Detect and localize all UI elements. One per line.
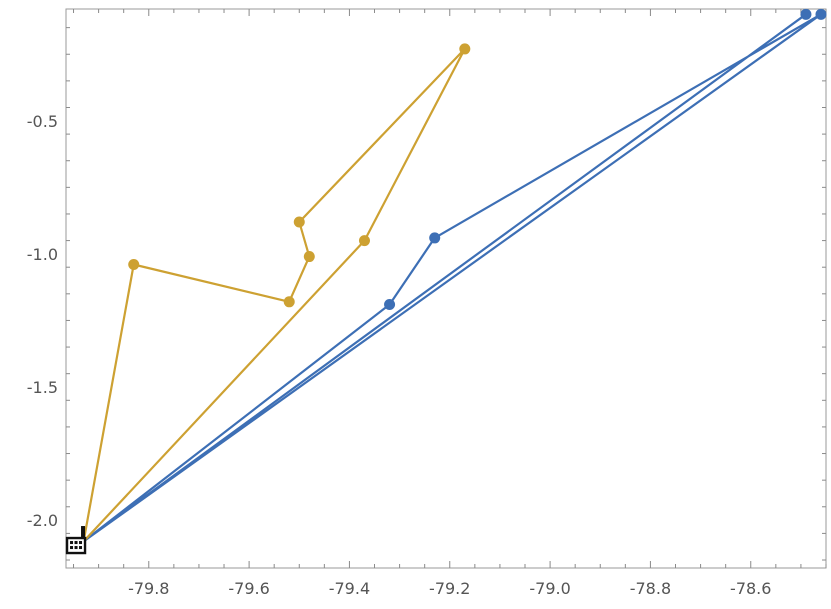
- building-icon: [65, 526, 87, 555]
- plot-frame: [65, 8, 827, 569]
- series-2-point: [358, 235, 370, 247]
- series-layer: [82, 13, 823, 543]
- x-tick-label: -79.8: [128, 579, 169, 598]
- series-1-point: [800, 8, 812, 20]
- x-tick-label: -78.6: [730, 579, 771, 598]
- series-line-2: [82, 47, 466, 543]
- y-tick-label: -2.0: [27, 511, 58, 530]
- building-window: [74, 546, 78, 550]
- building-window: [74, 541, 78, 545]
- axis-ticks: -79.8 -79.6 -79.4 -79.2 -79.0 -78.8 -78.6 -0.5 -…: [27, 9, 827, 598]
- y-tick-label: -1.0: [27, 245, 58, 264]
- depot-layer: [65, 526, 87, 555]
- building-window: [70, 546, 74, 550]
- series-2-point: [283, 296, 295, 308]
- building-body: [65, 536, 87, 555]
- y-tick-label: -1.5: [27, 378, 58, 397]
- series-2-point: [459, 43, 471, 55]
- series-1-point: [815, 8, 827, 20]
- series-2-point: [293, 216, 305, 228]
- x-tick-label: -79.2: [429, 579, 470, 598]
- x-tick-label: -79.0: [529, 579, 570, 598]
- series-line-1: [82, 13, 823, 543]
- y-tick-label: -0.5: [27, 112, 58, 131]
- series-1-point: [429, 232, 441, 244]
- x-tick-label: -79.6: [228, 579, 269, 598]
- building-window: [70, 541, 74, 545]
- building-chimney: [81, 526, 86, 540]
- x-tick-label: -78.8: [630, 579, 671, 598]
- series-2-point: [128, 259, 140, 271]
- series-2-point: [303, 251, 315, 263]
- x-tick-label: -79.4: [329, 579, 370, 598]
- series-1-point: [384, 298, 396, 310]
- building-window: [79, 541, 83, 545]
- building-window: [79, 546, 83, 550]
- marker-layer: [128, 8, 827, 310]
